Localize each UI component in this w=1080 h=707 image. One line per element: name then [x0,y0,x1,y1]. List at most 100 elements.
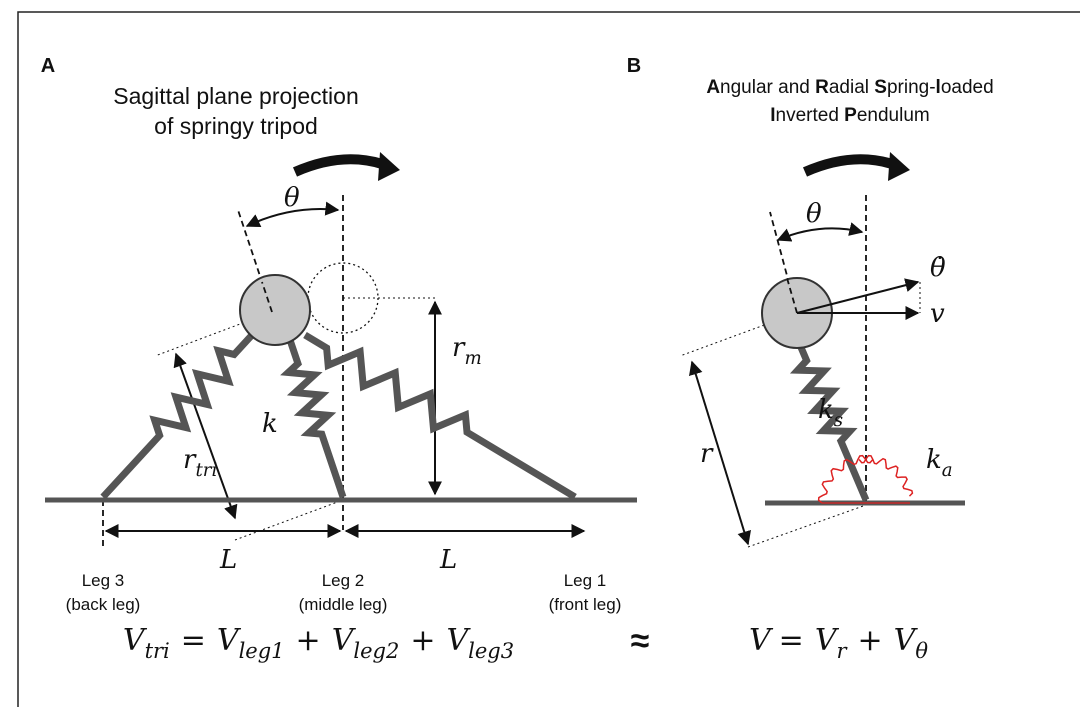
leg-name: Leg 2 [322,571,365,590]
operator-symbol: = [181,623,206,658]
equation-term: V [123,623,148,658]
leg-role: (middle leg) [299,595,388,614]
title-part: oaded [941,77,994,98]
operator: + [410,623,435,658]
angular-spring [817,454,874,504]
arrow-head [378,152,400,181]
title-part: l [936,77,941,98]
equation-term: V [894,623,919,658]
subscript: θ [915,639,928,663]
title-part: endulum [857,105,930,126]
equation-term: V [332,623,357,658]
title-line: Inverted Pendulum [770,105,930,126]
spacer [847,623,850,658]
leg-name: Leg 1 [564,571,607,590]
leg-role: (front leg) [549,595,622,614]
title-part: nverted [776,105,845,126]
theta-dot-label: θ̇ [930,253,946,283]
spring [100,332,255,500]
theta-arc [245,201,340,228]
subscript: leg1 [239,639,285,663]
theta-label: θ [284,183,300,213]
title-part: A [706,77,720,98]
approx-sign: ≈ [631,622,650,660]
subscript: leg2 [353,639,399,663]
equation-term: V [217,623,242,658]
symbol-base: r [183,445,197,475]
title-part: S [874,77,887,98]
l-label: L [219,545,237,575]
spring [280,338,347,499]
arrow-head [888,152,910,181]
title-part: adial [829,77,874,98]
legs [100,331,577,501]
subscript: m [464,348,481,369]
rtri-arrow [173,352,238,520]
guide-line [747,504,867,548]
spring [789,343,914,504]
theta-arc [776,222,864,242]
subscript: s [834,410,843,431]
panel-label: A [41,55,55,77]
title-part: ngular and [720,77,815,98]
title-line: of springy tripod [154,113,318,139]
subscript: r [836,639,848,663]
tilt-line [769,211,798,314]
symbol-base: r [452,333,466,363]
subscript: a [942,460,953,481]
r-arrow [689,360,751,546]
tilt-line [786,277,798,314]
r-label: r [700,439,714,469]
guide-line [234,499,344,541]
title-part: R [815,77,829,98]
angular-spring [858,454,914,497]
spacer [928,623,931,658]
spring [789,343,870,502]
tilt-line [261,281,273,313]
operator-symbol: = [779,623,804,658]
operator: + [296,623,321,658]
v-label: v [930,299,945,329]
subscript: tri [145,639,170,663]
tilt-line [237,209,273,313]
ks-label: ks [818,395,843,431]
operator-symbol: + [410,623,435,658]
leg-name: Leg 3 [82,571,125,590]
spacer [399,623,402,658]
equation-term: V [446,623,471,658]
operator-symbol: + [296,623,321,658]
theta-dot-arrow [796,278,920,314]
title-part: P [844,105,857,126]
symbol-base: k [926,445,942,475]
operator: + [858,623,883,658]
subscript: tri [195,460,217,481]
rm-label: rm [452,333,482,369]
title-line: Angular and Radial Spring-loaded [706,77,993,98]
equation-term: V [749,623,774,658]
operator: = [779,623,804,658]
spacer [285,623,288,658]
subscript: leg3 [468,639,514,663]
spacer [170,623,173,658]
l-label: L [439,545,457,575]
equation: Vtri = Vleg1 + Vleg2 + Vleg3 [123,623,517,663]
operator-symbol: + [858,623,883,658]
operator: = [181,623,206,658]
title-line: Sagittal plane projection [113,83,359,109]
equation-term: V [815,623,840,658]
title-part: I [770,105,775,126]
title-part: pring- [887,77,936,98]
frame [17,11,1080,707]
panel-label: B [627,55,641,77]
velocity-arrows [796,278,920,320]
k-label: k [262,409,278,439]
equation: V = Vr + Vθ [749,623,931,663]
leg-role: (back leg) [66,595,141,614]
theta-label: θ [806,199,822,229]
symbol-base: k [818,395,834,425]
spacer [514,623,517,658]
spring [303,331,577,501]
rtri-label: rtri [183,445,217,481]
body [239,274,311,346]
